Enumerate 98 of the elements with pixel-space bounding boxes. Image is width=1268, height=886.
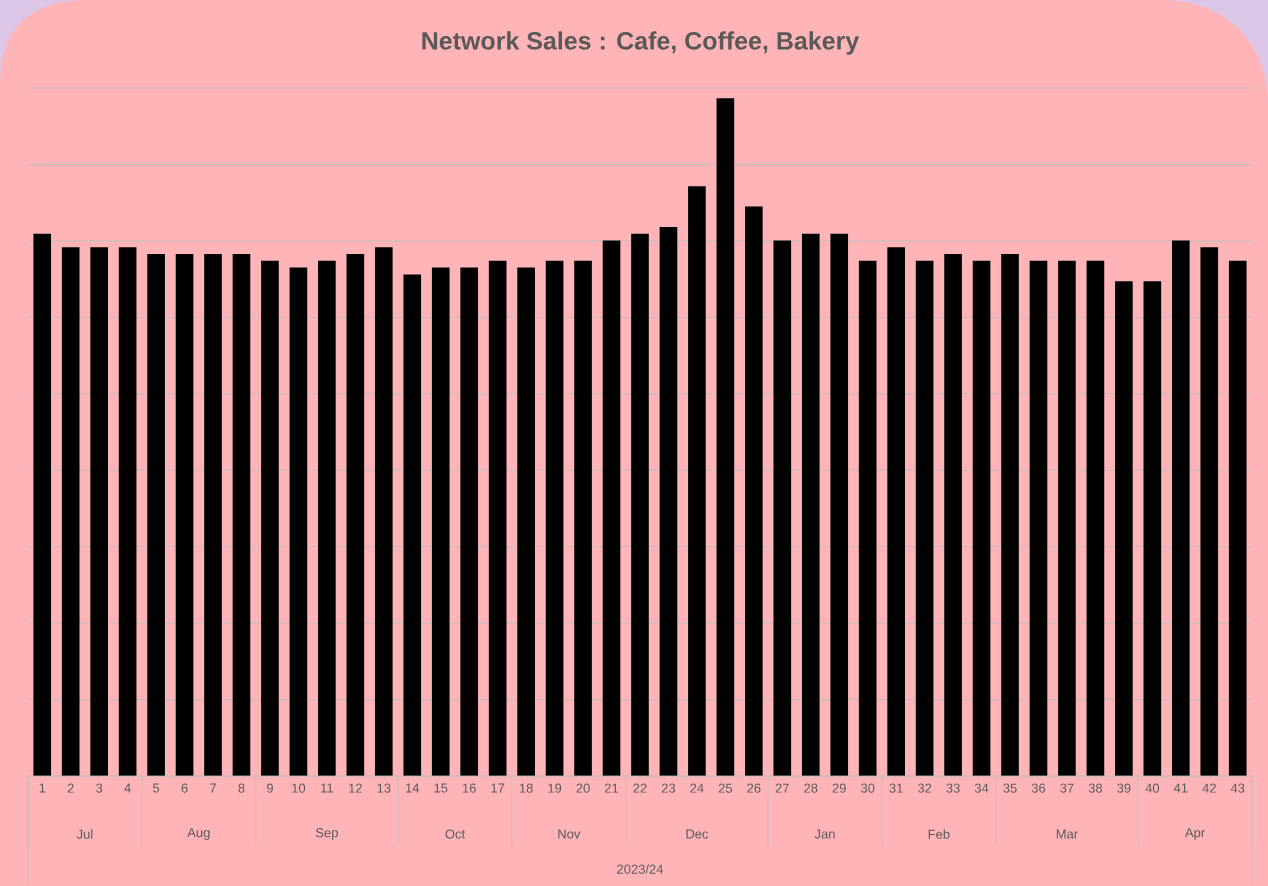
bar: [1058, 260, 1076, 776]
bar: [1143, 281, 1162, 776]
x-tick-label: 18: [519, 783, 533, 793]
bar: [659, 226, 678, 776]
bar: [1029, 260, 1048, 776]
text: Apr: [1184, 828, 1205, 840]
bar: [431, 267, 450, 776]
x-tick-label: 11: [321, 783, 333, 793]
x-tick-label: 5: [152, 783, 160, 793]
bar: [318, 260, 336, 776]
text: Jul: [76, 829, 93, 839]
text: Aug: [187, 828, 210, 840]
x-tick-label: 19: [548, 783, 562, 793]
bar: [147, 254, 165, 776]
x-tick-label: 9: [266, 783, 273, 793]
x-tick-label: 41: [1173, 783, 1188, 793]
x-tick-label: 14: [406, 783, 420, 793]
bar: [403, 274, 422, 776]
bar: [773, 240, 792, 776]
bar: [745, 206, 763, 776]
x-tick-label: 39: [1117, 783, 1131, 793]
bar: [830, 233, 849, 776]
bar: [1200, 247, 1219, 776]
bar: [61, 247, 80, 776]
x-tick-label: 22: [633, 783, 647, 793]
bar: [716, 98, 735, 776]
x-tick-label: 31: [889, 783, 903, 793]
text: Dec: [686, 829, 709, 839]
x-tick-label: 43: [1230, 783, 1245, 793]
x-tick-label: 12: [349, 783, 362, 793]
text: Jan: [814, 829, 835, 839]
bar: [204, 254, 222, 776]
chart-title: Network Sales : Cafe, Coffee, Bakery: [422, 31, 860, 55]
x-tick-label: 33: [946, 783, 960, 793]
bar: [90, 247, 108, 776]
bar: [346, 254, 365, 776]
x-tick-label: 36: [1031, 783, 1046, 793]
bar: [374, 247, 393, 776]
x-tick-label: 17: [491, 783, 505, 793]
x-tick-label: 2: [67, 783, 74, 793]
bar: [1171, 240, 1190, 776]
text: Nov: [558, 829, 581, 839]
bar: [1086, 260, 1105, 776]
x-tick-label: 6: [181, 783, 188, 793]
bar: [1228, 260, 1247, 776]
x-tick-label: 28: [804, 783, 818, 793]
x-tick-label: 42: [1202, 783, 1216, 793]
x-tick-label: 23: [661, 783, 676, 793]
x-tick-label: 29: [832, 783, 846, 793]
bar: [972, 260, 991, 776]
x-tick-label: 8: [238, 783, 245, 793]
x-tick-label: 40: [1145, 783, 1160, 793]
bar: [1001, 254, 1019, 776]
x-tick-label: 16: [462, 783, 476, 793]
bar: [944, 254, 962, 776]
x-tick-label: 7: [210, 783, 216, 793]
x-tick-label: 32: [917, 783, 932, 793]
x-tick-label: 13: [377, 783, 391, 793]
text: 2023/24: [617, 864, 664, 874]
bar: [915, 260, 934, 776]
bar: [602, 240, 621, 776]
x-tick-label: 27: [775, 783, 789, 793]
x-tick-label: 21: [604, 783, 619, 793]
x-tick-label: 34: [974, 783, 989, 793]
x-tick-label: 1: [39, 783, 46, 793]
x-tick-label: 15: [434, 783, 448, 793]
bar: [858, 260, 877, 776]
bar: [1115, 281, 1133, 776]
bar: [688, 186, 706, 776]
x-tick-label: 3: [96, 783, 103, 793]
x-tick-label: 4: [124, 783, 131, 793]
x-tick-label: 37: [1060, 783, 1074, 793]
bar: [33, 233, 52, 776]
bar: [488, 260, 507, 776]
bar: [261, 260, 279, 776]
bar: [232, 254, 251, 776]
text: Sep: [315, 828, 338, 840]
text: Oct: [445, 829, 465, 839]
bar: [801, 233, 820, 776]
bar: [289, 267, 308, 776]
bar: [118, 247, 137, 776]
x-tick-label: 24: [690, 783, 704, 793]
text: Feb: [928, 829, 950, 839]
x-tick-label: 10: [292, 783, 306, 793]
x-tick-label: 20: [576, 783, 590, 793]
bar: [175, 254, 194, 776]
x-tick-label: 26: [747, 783, 761, 793]
x-tick-label: 25: [718, 783, 733, 793]
bar: [631, 233, 649, 776]
x-tick-label: 30: [860, 783, 875, 793]
bar: [545, 260, 564, 776]
text: Mar: [1056, 829, 1078, 839]
bar: [887, 247, 905, 776]
bar: [574, 260, 592, 776]
x-tick-label: 35: [1003, 783, 1017, 793]
bar: [460, 267, 479, 776]
x-tick-label: 38: [1088, 783, 1103, 793]
bar: [517, 267, 535, 776]
